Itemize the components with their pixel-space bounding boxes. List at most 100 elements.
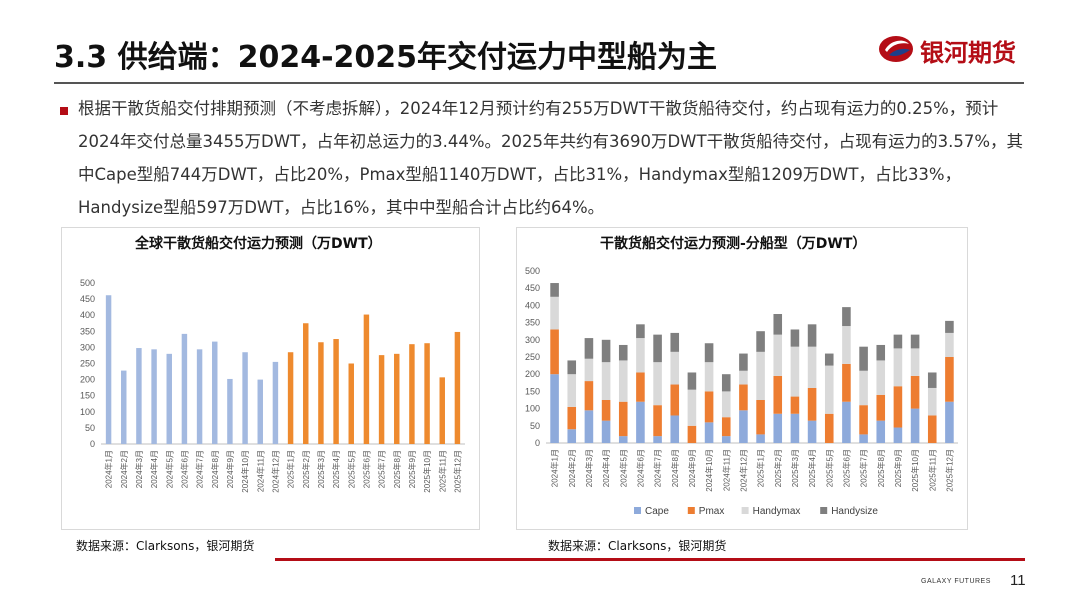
stacked-bar-segment — [704, 343, 714, 363]
y-tick-label: 500 — [525, 266, 540, 276]
x-tick-label: 2025年6月 — [361, 450, 371, 488]
stacked-bar-segment — [773, 413, 783, 443]
y-tick-label: 50 — [85, 423, 95, 433]
stacked-bar-segment — [756, 351, 765, 400]
logo-text: 银河期货 — [920, 39, 1016, 67]
stacked-bar-segment — [910, 334, 920, 349]
bullet-marker — [60, 107, 68, 115]
bar — [136, 348, 142, 444]
body-paragraph: 根据干散货船交付排期预测（不考虑拆解），2024年12月预计约有255万DWT干… — [78, 99, 1023, 217]
stacked-bar-segment — [567, 360, 577, 375]
stacked-bar-segment — [636, 324, 645, 339]
stacked-bar-segment — [550, 329, 559, 375]
x-tick-label: 2024年7月 — [653, 449, 663, 487]
bar — [242, 352, 248, 444]
stacked-bar-segment — [739, 370, 748, 385]
stacked-bar-segment — [927, 372, 937, 388]
x-tick-label: 2025年3月 — [316, 450, 326, 488]
x-tick-label: 2025年11月 — [927, 449, 937, 491]
stacked-bar-segment — [945, 401, 954, 443]
x-tick-label: 2024年7月 — [195, 450, 205, 488]
x-tick-label: 2025年4月 — [331, 450, 341, 488]
stacked-bar-segment — [636, 338, 645, 373]
legend-swatch — [741, 507, 749, 514]
x-tick-label: 2024年12月 — [270, 450, 280, 493]
x-tick-label: 2024年6月 — [179, 450, 189, 488]
stacked-bar-segment — [842, 326, 851, 364]
galaxy-logo-icon — [879, 36, 913, 62]
stacked-bar-segment — [945, 320, 954, 333]
x-tick-label: 2025年6月 — [841, 449, 851, 487]
stacked-bar-segment — [859, 346, 868, 371]
stacked-bar-segment — [721, 417, 731, 437]
stacked-bar-segment — [824, 413, 834, 443]
bar — [105, 295, 112, 444]
x-tick-label: 2025年4月 — [807, 449, 817, 487]
bar — [121, 370, 127, 444]
x-tick-label: 2025年10月 — [422, 450, 432, 493]
stacked-bar-segment — [756, 434, 765, 443]
stacked-bar-segment — [618, 436, 628, 443]
x-tick-label: 2024年1月 — [550, 449, 560, 487]
stacked-bar-segment — [910, 348, 920, 376]
stacked-bar-segment — [721, 391, 731, 418]
x-tick-label: 2024年6月 — [635, 449, 645, 487]
page-title: 3.3 供给端：2024-2025年交付运力中型船为主 — [54, 40, 718, 75]
y-tick-label: 450 — [80, 294, 95, 304]
stacked-bar-segment — [670, 384, 680, 416]
y-tick-label: 350 — [80, 326, 95, 336]
bar — [363, 314, 370, 444]
stacked-bar-segment — [773, 375, 783, 414]
y-tick-label: 250 — [80, 359, 95, 369]
stacked-bar-segment — [550, 374, 559, 443]
x-tick-label: 2024年4月 — [149, 450, 159, 488]
stacked-bar-segment — [653, 436, 662, 443]
bar — [151, 349, 157, 444]
stacked-bar-segment — [842, 401, 851, 443]
y-tick-label: 300 — [525, 335, 540, 345]
stacked-bar-segment — [773, 314, 783, 335]
y-tick-label: 400 — [525, 300, 540, 310]
stacked-bar-segment — [790, 346, 800, 397]
x-tick-label: 2025年2月 — [773, 449, 783, 487]
stacked-bar-segment — [670, 351, 680, 385]
bar — [303, 323, 309, 444]
y-tick-label: 150 — [525, 386, 540, 396]
y-tick-label: 150 — [80, 391, 95, 401]
x-tick-label: 2025年5月 — [346, 450, 356, 488]
stacked-bar-segment — [567, 429, 577, 443]
stacked-bar-segment — [618, 344, 628, 361]
x-tick-label: 2024年5月 — [618, 449, 628, 487]
x-tick-label: 2024年12月 — [738, 449, 748, 492]
x-tick-label: 2025年1月 — [756, 449, 766, 487]
legend-swatch — [634, 507, 641, 514]
x-tick-label: 2024年11月 — [255, 450, 265, 492]
y-tick-label: 50 — [530, 421, 540, 431]
x-tick-label: 2024年3月 — [134, 450, 144, 488]
bar — [318, 342, 324, 444]
stacked-bar-segment — [790, 396, 800, 414]
bar — [439, 377, 445, 444]
stacked-bar-segment — [584, 381, 594, 411]
stacked-bar-segment — [618, 360, 628, 402]
stacked-bar-segment — [859, 405, 868, 435]
x-tick-label: 2025年8月 — [392, 450, 402, 488]
x-tick-label: 2024年2月 — [567, 449, 577, 487]
stacked-bar-segment — [601, 400, 611, 421]
stacked-bar-segment — [739, 353, 748, 371]
stacked-bar-segment — [945, 357, 954, 402]
title-divider — [54, 82, 1024, 84]
stacked-bar-segment — [721, 436, 731, 443]
y-tick-label: 200 — [80, 375, 95, 385]
stacked-bar-segment — [807, 420, 817, 443]
x-tick-label: 2025年9月 — [893, 449, 903, 487]
x-tick-label: 2024年9月 — [225, 450, 235, 488]
bar — [424, 343, 430, 444]
stacked-bar-segment — [653, 405, 662, 437]
x-tick-label: 2025年1月 — [286, 450, 296, 488]
stacked-bar-segment — [824, 365, 834, 414]
bar — [196, 349, 203, 444]
stacked-bar-segment — [567, 406, 577, 430]
stacked-bar-segment — [773, 334, 783, 376]
y-tick-label: 300 — [80, 342, 95, 352]
